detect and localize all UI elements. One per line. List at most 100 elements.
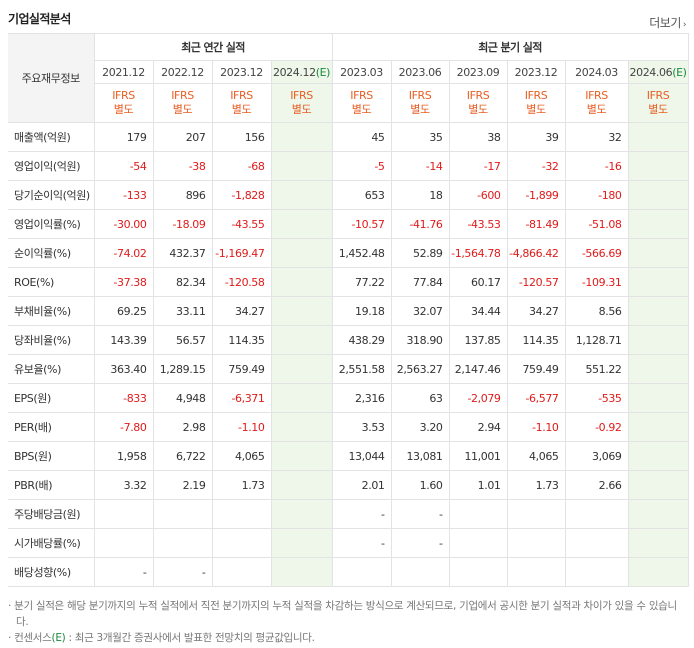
period-label: 2023.03	[340, 65, 383, 79]
table-cell: -0.92	[564, 412, 629, 442]
table-cell	[270, 238, 333, 268]
table-cell: 318.90	[390, 325, 450, 355]
table-cell	[627, 296, 689, 326]
table-cell	[627, 441, 689, 471]
table-cell: -1,564.78	[448, 238, 508, 268]
table-cell: 8.56	[564, 296, 629, 326]
table-cell: 2,316	[331, 383, 392, 413]
table-cell: -833	[93, 383, 154, 413]
estimate-mark: (E)	[672, 65, 687, 79]
ifrs-scope: 별도	[113, 103, 134, 116]
table-cell: 77.84	[390, 267, 450, 297]
table-cell: -32	[506, 151, 566, 181]
ifrs-label: IFRS 별도	[448, 83, 508, 123]
table-cell: 759.49	[506, 354, 566, 384]
ifrs-standard: IFRS	[466, 89, 490, 102]
table-cell	[506, 557, 566, 587]
table-cell: -	[331, 499, 392, 529]
footnotes: · 분기 실적은 해당 분기까지의 누적 실적에서 직전 분기까지의 누적 실적…	[8, 598, 688, 646]
table-cell: 4,065	[211, 441, 272, 471]
table-cell: -133	[93, 180, 154, 210]
ifrs-scope: 별도	[586, 103, 607, 116]
table-cell: -120.57	[506, 267, 566, 297]
table-cell	[270, 499, 333, 529]
table-cell: -7.80	[93, 412, 154, 442]
quarterly-group-header: 최근 분기 실적	[331, 33, 689, 61]
table-cell	[270, 470, 333, 500]
period-header: 2023.09	[448, 60, 508, 84]
table-cell: 653	[331, 180, 392, 210]
ifrs-standard: IFRS	[290, 89, 313, 102]
row-label: 영업이익(억원)	[8, 151, 95, 181]
table-cell: 2,563.27	[390, 354, 450, 384]
table-cell: 2,551.58	[331, 354, 392, 384]
table-cell	[627, 499, 689, 529]
ifrs-scope: 별도	[468, 103, 488, 116]
table-cell: 1,128.71	[564, 325, 629, 355]
table-cell: 2.19	[152, 470, 213, 500]
table-cell	[270, 296, 333, 326]
table-cell: -	[390, 528, 450, 558]
table-cell	[627, 557, 689, 587]
table-cell: 32.07	[390, 296, 450, 326]
table-cell	[627, 325, 689, 355]
table-cell: -180	[564, 180, 629, 210]
ifrs-label: IFRS 별도	[152, 83, 213, 123]
table-cell	[627, 412, 689, 442]
table-cell: 4,065	[506, 441, 566, 471]
row-label: ROE(%)	[8, 267, 95, 297]
table-cell: -14	[390, 151, 450, 181]
table-cell: 2.94	[448, 412, 508, 442]
table-row: 부채비율(%) 69.25 33.11 34.27 19.18 32.07 34.44 34.…	[8, 296, 689, 326]
table-cell: 1,958	[93, 441, 154, 471]
table-cell: 3.32	[93, 470, 154, 500]
table-cell	[270, 325, 333, 355]
table-cell: -68	[211, 151, 272, 181]
table-cell: 3.53	[331, 412, 392, 442]
table-cell: 18	[390, 180, 450, 210]
footnote-consensus: · 컨센서스(E) : 최근 3개월간 증권사에서 발표한 전망치의 평균값입니…	[8, 632, 315, 644]
table-cell: 77.22	[331, 267, 392, 297]
row-label: BPS(원)	[8, 441, 95, 471]
period-header: 2024.06(E)	[627, 60, 689, 84]
table-cell	[627, 180, 689, 210]
table-cell: -5	[331, 151, 392, 181]
table-cell: 33.11	[152, 296, 213, 326]
table-cell	[627, 354, 689, 384]
table-cell: 39	[506, 122, 566, 152]
ifrs-standard: IFRS	[171, 89, 194, 102]
table-cell: -1.10	[506, 412, 566, 442]
table-cell: -120.58	[211, 267, 272, 297]
table-cell	[270, 267, 333, 297]
more-link[interactable]: 더보기 ›	[649, 14, 686, 31]
table-cell	[627, 122, 689, 152]
table-cell: -38	[152, 151, 213, 181]
table-cell: -2,079	[448, 383, 508, 413]
table-cell: 207	[152, 122, 213, 152]
table-cell	[506, 528, 566, 558]
table-cell: -	[390, 499, 450, 529]
period-header: 2024.03	[564, 60, 629, 84]
table-cell: -535	[564, 383, 629, 413]
table-cell: 137.85	[448, 325, 508, 355]
table-cell: -43.55	[211, 209, 272, 239]
table-cell: 34.44	[448, 296, 508, 326]
ifrs-label: IFRS 별도	[564, 83, 629, 123]
table-cell: 1.01	[448, 470, 508, 500]
table-cell: -1,169.47	[211, 238, 272, 268]
period-label: 2023.12	[220, 65, 263, 79]
period-label: 2024.06	[629, 65, 673, 79]
period-header: 2023.03	[331, 60, 392, 84]
table-cell: 60.17	[448, 267, 508, 297]
table-cell	[270, 354, 333, 384]
table-row: 영업이익률(%) -30.00 -18.09 -43.55 -10.57 -41.76 -4…	[8, 209, 689, 239]
table-row: EPS(원) -833 4,948 -6,371 2,316 63 -2,079 -6,577…	[8, 383, 689, 413]
row-label: 당좌비율(%)	[8, 325, 95, 355]
table-cell	[93, 499, 154, 529]
table-cell: 3.20	[390, 412, 450, 442]
side-header: 주요재무정보	[8, 33, 95, 123]
table-cell: 156	[211, 122, 272, 152]
period-label: 2023.06	[398, 65, 442, 79]
ifrs-scope: 별도	[526, 103, 546, 116]
